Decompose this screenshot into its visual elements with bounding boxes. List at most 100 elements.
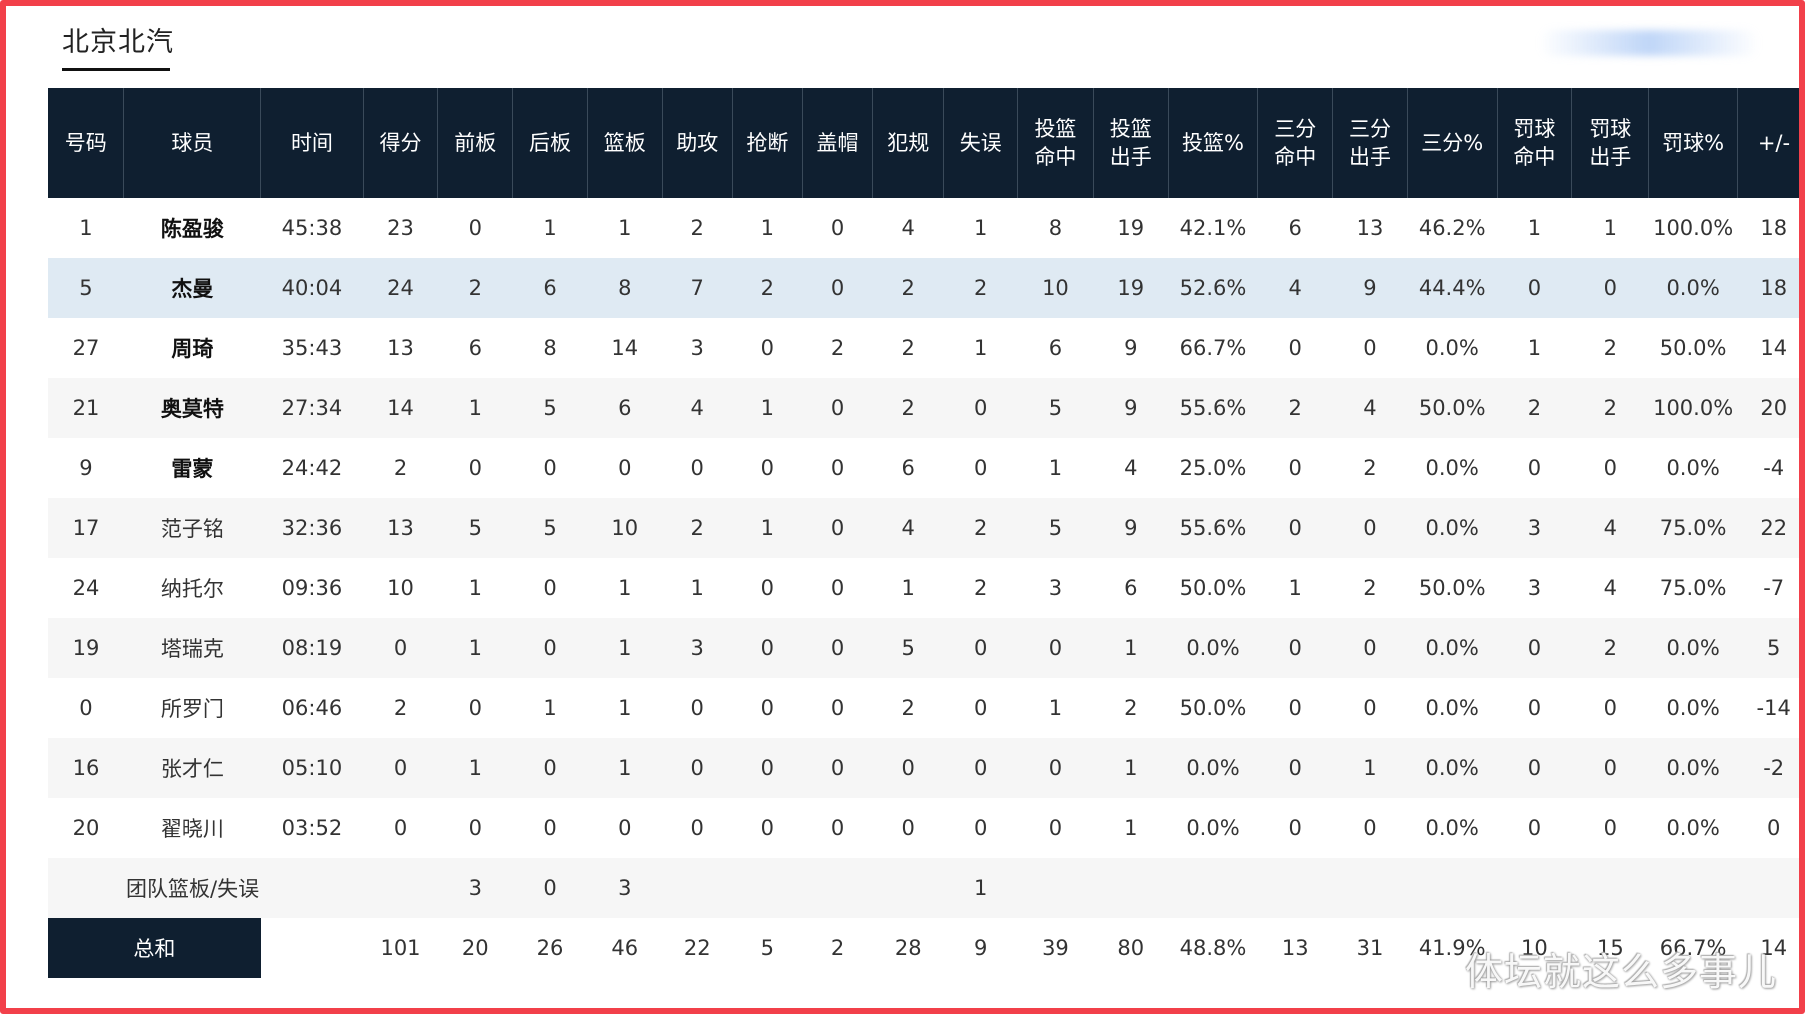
cell-player[interactable]: 塔瑞克 [123,618,261,678]
cell-three-pct: 44.4% [1407,258,1498,318]
cell-points: 23 [363,198,438,258]
header-player[interactable]: 球员 [123,88,262,198]
cell-player[interactable]: 张才仁 [123,738,261,798]
cell-fg-made: 1 [1017,438,1094,498]
header-rebounds[interactable]: 篮板 [587,88,663,198]
cell-fg-attempts: 2 [1093,678,1169,738]
cell-player[interactable]: 周琦 [123,318,261,378]
cell-three-made: 13 [1257,918,1333,978]
header-off-rebounds[interactable]: 前板 [437,88,514,198]
cell-off-rebounds: 0 [437,798,513,858]
cell-fouls: 0 [872,738,944,798]
player-row[interactable]: 1 陈盈骏 45:38 23 0 1 1 2 1 0 4 1 8 19 42.1% 6 13 46.2% 1 1 100… [48,198,1799,258]
header-fouls[interactable]: 犯规 [872,88,945,198]
player-row[interactable]: 16 张才仁 05:10 0 1 0 1 0 0 0 0 0 0 1 0.0% 0 1 0.0% 0 0 0.0% -2 [48,738,1799,798]
header-fg-pct[interactable]: 投篮% [1168,88,1259,198]
cell-fouls: 4 [872,498,944,558]
cell-fg-pct: 42.1% [1168,198,1258,258]
header-label: 得分 [379,131,422,155]
cell-turnovers: 2 [943,498,1018,558]
cell-def-rebounds: 8 [512,318,588,378]
cell-rebounds: 6 [587,378,663,438]
header-fg-made[interactable]: 投篮 命中 [1017,88,1094,198]
cell-three-attempts: 4 [1332,378,1408,438]
header-three-made[interactable]: 三分 命中 [1257,88,1334,198]
cell-points: 0 [363,738,438,798]
cell-plus-minus: 14 [1737,318,1799,378]
cell-minutes [260,918,364,978]
header-label: 篮板 [603,131,646,155]
cell-player[interactable]: 翟晓川 [123,798,261,858]
cell-plus-minus: 22 [1737,498,1799,558]
player-row[interactable]: 5 杰曼 40:04 24 2 6 8 7 2 0 2 2 10 19 52.6% 4 9 44.4% 0 0 0.0%… [48,258,1799,318]
cell-player[interactable]: 杰曼 [123,258,261,318]
cell-fg-attempts [1093,858,1169,918]
cell-ft-made: 0 [1497,438,1572,498]
cell-blocks: 0 [802,678,873,738]
cell-turnovers: 2 [943,258,1018,318]
header-ft-attempts[interactable]: 罚球 出手 [1571,88,1650,198]
cell-player[interactable]: 范子铭 [123,498,261,558]
cell-number: 5 [48,258,124,318]
cell-player[interactable]: 雷蒙 [123,438,261,498]
cell-player[interactable]: 所罗门 [123,678,261,738]
header-three-pct[interactable]: 三分% [1407,88,1498,198]
player-row[interactable]: 9 雷蒙 24:42 2 0 0 0 0 0 0 6 0 1 4 25.0% 0 2 0.0% 0 0 0.0% -4 [48,438,1799,498]
cell-points: 13 [363,318,438,378]
player-row[interactable]: 21 奥莫特 27:34 14 1 5 6 4 1 0 2 0 5 9 55.6% 2 4 50.0% 2 2 100.… [48,378,1799,438]
header-steals[interactable]: 抢断 [732,88,803,198]
cell-def-rebounds: 1 [512,198,588,258]
cell-fouls: 2 [872,678,944,738]
cell-number: 21 [48,378,124,438]
player-row[interactable]: 24 纳托尔 09:36 10 1 0 1 1 0 0 1 2 3 6 50.0% 1 2 50.0% 3 4 75.0… [48,558,1799,618]
header-def-rebounds[interactable]: 后板 [512,88,588,198]
header-turnovers[interactable]: 失误 [943,88,1018,198]
header-fg-attempts[interactable]: 投篮 出手 [1093,88,1169,198]
cell-plus-minus: -4 [1737,438,1799,498]
cell-def-rebounds: 0 [512,438,588,498]
cell-assists: 7 [662,258,733,318]
cell-blocks: 0 [802,738,873,798]
header-three-attempts[interactable]: 三分 出手 [1332,88,1408,198]
cell-ft-pct: 50.0% [1648,318,1738,378]
cell-blocks: 0 [802,378,873,438]
cell-number: 19 [48,618,124,678]
cell-player[interactable]: 纳托尔 [123,558,261,618]
player-row[interactable]: 27 周琦 35:43 13 6 8 14 3 0 2 2 1 6 9 66.7% 0 0 0.0% 1 2 50.0%… [48,318,1799,378]
cell-fg-made: 1 [1017,678,1094,738]
cell-player[interactable]: 奥莫特 [123,378,261,438]
player-row[interactable]: 0 所罗门 06:46 2 0 1 1 0 0 0 2 0 1 2 50.0% 0 0 0.0% 0 0 0.0% -14 [48,678,1799,738]
header-ft-made[interactable]: 罚球 命中 [1497,88,1573,198]
cell-fg-attempts: 19 [1093,258,1169,318]
cell-three-made: 1 [1257,558,1333,618]
player-row[interactable]: 19 塔瑞克 08:19 0 1 0 1 3 0 0 5 0 0 1 0.0% 0 0 0.0% 0 2 0.0% 5 [48,618,1799,678]
header-minutes[interactable]: 时间 [260,88,364,198]
player-row[interactable]: 17 范子铭 32:36 13 5 5 10 2 1 0 4 2 5 9 55.6% 0 0 0.0% 3 4 75.0… [48,498,1799,558]
header-assists[interactable]: 助攻 [662,88,733,198]
header-number[interactable]: 号码 [48,88,125,198]
cell-ft-attempts: 4 [1571,498,1649,558]
cell-player[interactable]: 陈盈骏 [123,198,261,258]
cell-three-attempts: 2 [1332,438,1408,498]
cell-steals: 2 [732,258,803,318]
header-ft-pct[interactable]: 罚球% [1648,88,1738,198]
cell-rebounds: 1 [587,198,663,258]
cell-fg-attempts: 4 [1093,438,1169,498]
cell-three-attempts: 0 [1332,498,1408,558]
cell-ft-pct: 75.0% [1648,498,1738,558]
player-row[interactable]: 20 翟晓川 03:52 0 0 0 0 0 0 0 0 0 0 1 0.0% 0 0 0.0% 0 0 0.0% 0 [48,798,1799,858]
cell-points: 0 [363,618,438,678]
cell-plus-minus: 18 [1737,198,1799,258]
header-label: 前板 [454,131,497,155]
cell-steals: 0 [732,558,803,618]
team-tab[interactable]: 北京北汽 [62,27,174,58]
cell-points: 14 [363,378,438,438]
cell-steals: 1 [732,498,803,558]
cell-three-pct: 0.0% [1407,738,1498,798]
cell-fouls: 5 [872,618,944,678]
header-blocks[interactable]: 盖帽 [802,88,874,198]
cell-ft-made [1497,858,1572,918]
header-plus-minus[interactable]: +/- [1737,88,1799,198]
cell-rebounds: 46 [587,918,663,978]
header-points[interactable]: 得分 [363,88,439,198]
